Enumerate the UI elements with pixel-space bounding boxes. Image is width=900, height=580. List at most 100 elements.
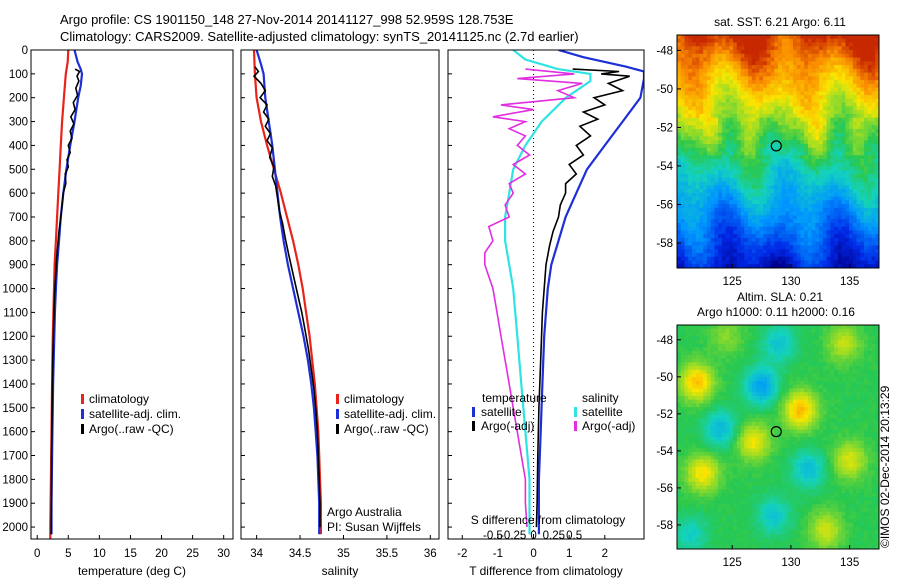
heatmap-cell xyxy=(706,256,712,261)
heatmap-cell xyxy=(710,332,715,337)
heatmap-cell xyxy=(703,132,708,137)
heatmap-cell xyxy=(792,46,798,51)
heatmap-cell xyxy=(796,392,801,397)
heatmap-cell xyxy=(684,192,689,197)
heatmap-cell xyxy=(770,143,775,149)
heatmap-cell xyxy=(875,226,880,231)
heatmap-cell xyxy=(822,219,828,224)
heatmap-cell xyxy=(691,38,697,43)
heatmap-cell xyxy=(744,241,749,246)
heatmap-cell xyxy=(856,230,861,235)
heatmap-cell xyxy=(721,414,727,419)
heatmap-cell xyxy=(691,189,697,194)
heatmap-cell xyxy=(729,83,734,89)
heatmap-cell xyxy=(680,403,685,408)
heatmap-cell xyxy=(695,339,700,345)
heatmap-cell xyxy=(834,61,839,66)
heatmap-cell xyxy=(822,83,828,89)
heatmap-cell xyxy=(680,249,685,254)
heatmap-cell xyxy=(774,362,779,367)
heatmap-cell xyxy=(699,121,704,126)
heatmap-cell xyxy=(796,68,801,73)
heatmap-cell xyxy=(834,132,839,137)
legend-swatch-s-argo xyxy=(574,421,577,431)
heatmap-cell xyxy=(796,102,801,107)
heatmap-cell xyxy=(811,373,816,378)
heatmap-cell xyxy=(875,110,880,115)
heatmap-cell xyxy=(706,98,712,104)
heatmap-cell xyxy=(751,384,756,389)
heatmap-cell xyxy=(852,65,857,70)
heatmap-cell xyxy=(852,264,857,269)
heatmap-cell xyxy=(763,125,768,130)
heatmap-cell xyxy=(725,87,730,92)
heatmap-cell xyxy=(703,414,708,419)
heatmap-cell xyxy=(875,347,880,352)
heatmap-cell xyxy=(721,181,727,186)
heatmap-cell xyxy=(766,80,771,85)
heatmap-cell xyxy=(688,162,693,167)
heatmap-cell xyxy=(736,102,741,107)
heatmap-cell xyxy=(725,328,730,333)
heatmap-cell xyxy=(819,91,824,96)
heatmap-cell xyxy=(860,102,865,107)
heatmap-cell xyxy=(837,226,842,231)
heatmap-cell xyxy=(864,50,869,55)
heatmap-cell xyxy=(781,230,786,235)
heatmap-cell xyxy=(815,140,820,145)
heatmap-cell xyxy=(811,72,816,77)
heatmap-cell xyxy=(744,328,749,333)
heatmap-cell xyxy=(736,418,741,423)
heatmap-cell xyxy=(852,339,857,345)
heatmap-cell xyxy=(830,53,835,58)
heatmap-cell xyxy=(845,121,850,126)
heatmap-cell xyxy=(766,339,771,345)
heatmap-cell xyxy=(763,38,768,43)
heatmap-cell xyxy=(744,414,749,419)
heatmap-cell xyxy=(718,403,723,408)
heatmap-cell xyxy=(819,328,824,333)
heatmap-cell xyxy=(785,260,790,265)
heatmap-cell xyxy=(680,377,685,382)
heatmap-cell xyxy=(804,196,809,201)
heatmap-cell xyxy=(714,384,719,389)
heatmap-cell xyxy=(826,347,831,352)
heatmap-cell xyxy=(759,151,764,156)
heatmap-cell xyxy=(695,328,700,333)
heatmap-cell xyxy=(684,140,689,145)
heatmap-cell xyxy=(785,113,790,119)
heatmap-cell xyxy=(763,192,768,197)
heatmap-cell xyxy=(710,140,715,145)
heatmap-cell xyxy=(710,102,715,107)
heatmap-cell xyxy=(834,181,839,186)
heatmap-cell xyxy=(718,151,723,156)
heatmap-cell xyxy=(811,207,816,213)
heatmap-cell xyxy=(691,403,697,408)
heatmap-cell xyxy=(856,339,861,345)
heatmap-cell xyxy=(763,354,768,359)
heatmap-cell xyxy=(718,143,723,149)
heatmap-cell xyxy=(860,46,865,51)
heatmap-cell xyxy=(796,230,801,235)
heatmap-cell xyxy=(770,373,775,378)
heatmap-cell xyxy=(871,117,876,122)
heatmap-cell xyxy=(766,189,771,194)
heatmap-cell xyxy=(695,211,700,216)
heatmap-cell xyxy=(706,42,712,47)
heatmap-cell xyxy=(684,200,689,205)
heatmap-cell xyxy=(789,87,794,92)
heatmap-cell xyxy=(856,343,861,348)
heatmap-cell xyxy=(766,249,771,254)
heatmap-cell xyxy=(759,241,764,246)
heatmap-cell xyxy=(691,42,697,47)
heatmap-cell xyxy=(721,207,727,213)
heatmap-cell xyxy=(856,76,861,81)
heatmap-cell xyxy=(740,189,745,194)
heatmap-cell xyxy=(778,174,783,179)
heatmap-cell xyxy=(819,407,824,412)
heatmap-cell xyxy=(811,42,816,47)
heatmap-cell xyxy=(837,339,842,345)
heatmap-cell xyxy=(845,68,850,73)
heatmap-cell xyxy=(860,222,865,228)
heatmap-cell xyxy=(766,50,771,55)
